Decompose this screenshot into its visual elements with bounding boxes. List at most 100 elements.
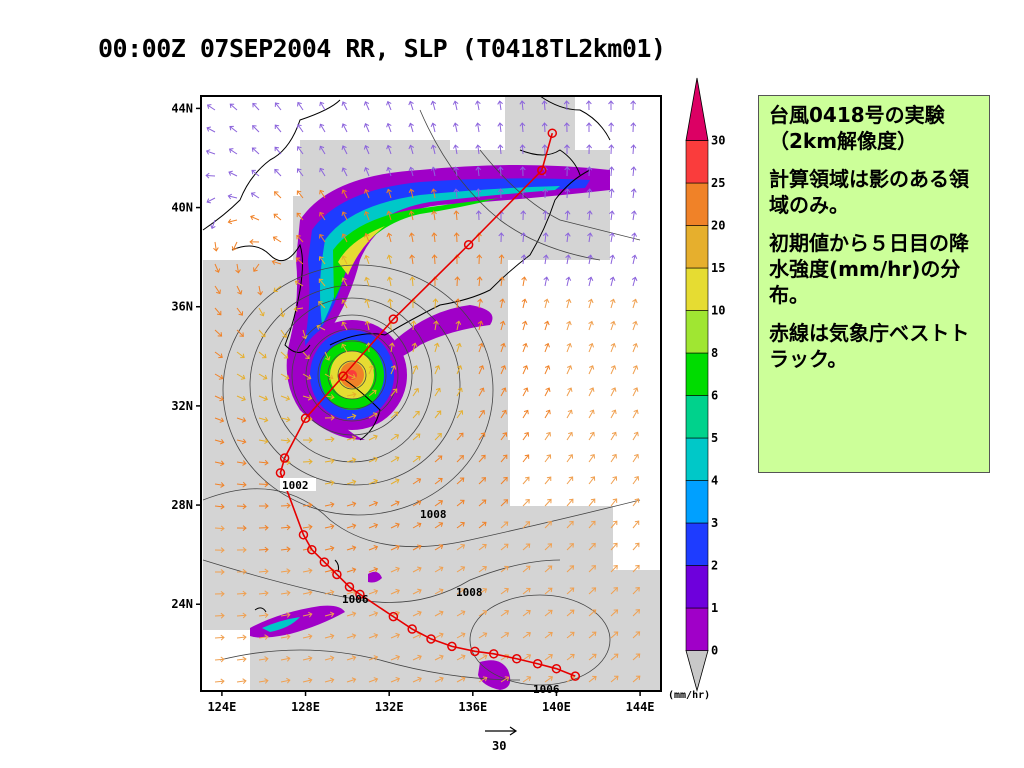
colorbar-label: 15 <box>711 261 725 275</box>
wind-vector <box>500 454 508 463</box>
wind-vector-head <box>542 232 549 237</box>
wind-vector-head <box>341 299 347 305</box>
wind-vector <box>342 189 348 199</box>
wind-vector-head <box>417 566 422 572</box>
wind-vector <box>610 565 618 573</box>
wind-vector <box>364 123 370 133</box>
wind-vector-head <box>341 255 347 260</box>
wind-vector <box>412 677 422 683</box>
wind-vector-head <box>526 631 531 637</box>
wind-vector-head <box>363 123 370 128</box>
wind-vector-head <box>633 387 639 392</box>
wind-vector <box>302 504 312 507</box>
wind-vector-head <box>633 431 639 437</box>
wind-vector <box>632 609 640 617</box>
wind-vector-head <box>220 569 225 575</box>
wind-vector-head <box>526 676 532 681</box>
wind-vector <box>456 633 466 639</box>
wind-vector <box>342 277 348 287</box>
wind-vector-head <box>587 276 594 281</box>
wind-vector-head <box>283 354 289 359</box>
wind-vector-head <box>351 545 357 551</box>
colorbar-label: 6 <box>711 389 718 403</box>
wind-vector-head <box>408 232 415 237</box>
best-track-point <box>551 663 562 674</box>
wind-vector-head <box>458 432 464 438</box>
wind-vector-head <box>546 476 552 482</box>
wind-vector-head <box>453 232 460 237</box>
wind-vector-head <box>294 280 300 286</box>
wind-vector-head <box>351 655 357 661</box>
wind-vector-head <box>410 320 417 325</box>
wind-vector-head <box>296 190 302 195</box>
wind-vector <box>214 680 224 683</box>
wind-vector-head <box>611 431 617 437</box>
wind-vector <box>302 417 312 420</box>
wind-vector <box>410 233 414 243</box>
wind-vector <box>319 146 326 155</box>
coastlines <box>202 95 611 613</box>
colorbar-label: 30 <box>711 134 725 148</box>
wind-vector <box>390 456 399 463</box>
wind-vector <box>324 657 334 661</box>
wind-vector <box>274 124 282 133</box>
wind-vector-head <box>504 565 509 571</box>
wind-vector-head <box>228 148 234 153</box>
wind-vector-head <box>363 210 370 216</box>
best-track-point <box>407 624 417 634</box>
wind-vector <box>258 548 269 551</box>
wind-vector-head <box>438 544 444 550</box>
wind-vector <box>228 195 238 199</box>
best-track-point <box>463 240 474 250</box>
wind-vector-head <box>286 634 291 640</box>
wind-vector-head <box>351 373 356 380</box>
wind-vector-head <box>373 500 379 507</box>
wind-vector <box>522 588 531 595</box>
wind-vector-head <box>408 100 414 106</box>
wind-vector-head <box>547 587 553 593</box>
wind-vector-head <box>541 100 548 105</box>
wind-vector <box>456 477 465 485</box>
wind-vector-head <box>592 653 597 659</box>
wind-vector <box>390 589 400 595</box>
wind-vector <box>324 613 334 617</box>
wind-vector-head <box>386 100 392 106</box>
wind-vector-head <box>479 387 485 393</box>
wind-vector-head <box>217 332 223 337</box>
wind-vector <box>412 456 421 463</box>
wind-vector <box>346 656 356 661</box>
wind-vector-head <box>476 254 483 259</box>
wind-vector <box>412 589 422 595</box>
wind-vector <box>632 565 640 573</box>
wind-vector-head <box>544 320 550 326</box>
wind-vector-head <box>453 166 459 171</box>
wind-vector <box>251 170 260 177</box>
wind-vector <box>588 409 594 419</box>
wind-vector-head <box>612 520 618 526</box>
wind-vector <box>544 299 548 309</box>
wind-vector <box>346 678 356 683</box>
wind-vector <box>228 219 238 223</box>
wind-vector-head <box>439 632 444 638</box>
wind-vector <box>478 432 486 441</box>
wind-vector <box>478 521 487 529</box>
wind-vector <box>324 525 334 529</box>
wind-vector-head <box>319 189 325 195</box>
wind-vector <box>236 417 246 422</box>
wind-vector-head <box>519 144 526 149</box>
wind-vector <box>387 167 392 177</box>
wind-vector <box>500 277 503 287</box>
wind-vector-head <box>526 587 531 593</box>
wind-vector-head <box>235 269 241 274</box>
wind-vector <box>588 343 593 353</box>
wind-vector-head <box>242 547 247 553</box>
wind-vector <box>566 587 575 595</box>
note-line-2: 計算領域は影のある領域のみ。 <box>769 167 969 217</box>
wind-vector <box>207 104 216 111</box>
wind-vector <box>456 343 461 353</box>
wind-vector <box>477 167 480 177</box>
wind-vector <box>412 343 416 353</box>
wind-vector <box>297 124 304 133</box>
wind-vector <box>297 102 304 111</box>
